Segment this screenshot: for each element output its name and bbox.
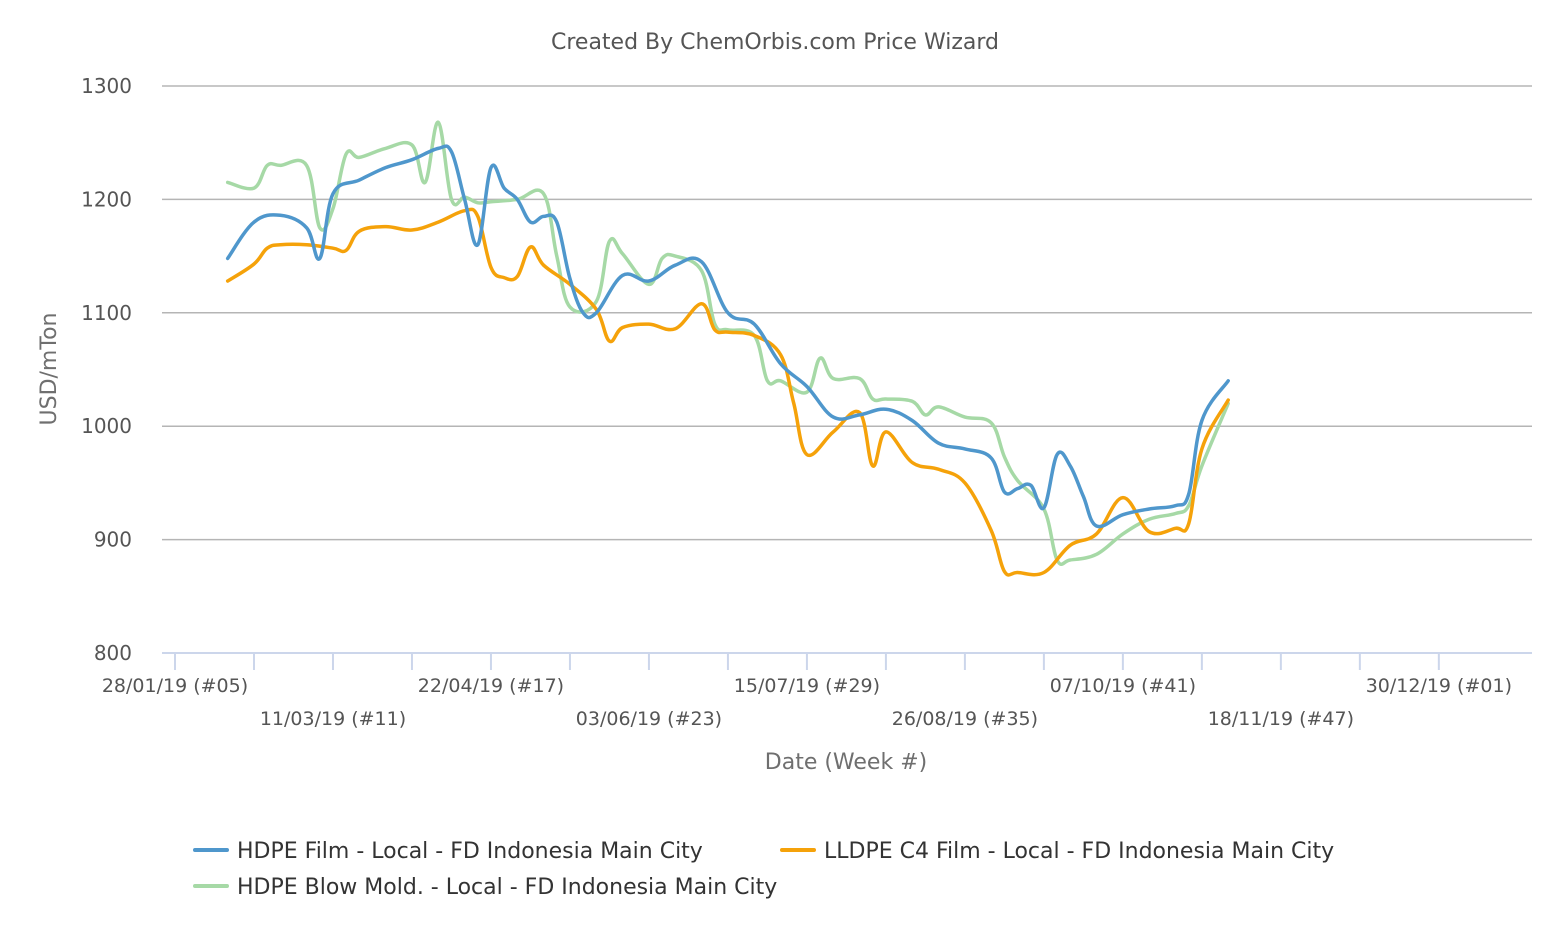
legend-item-label[interactable]: LLDPE C4 Film - Local - FD Indonesia Mai… [824, 839, 1334, 864]
y-tick-label: 900 [94, 528, 132, 552]
x-tick-label: 26/08/19 (#35) [892, 708, 1038, 730]
series-line-3 [225, 120, 1230, 567]
legend-item-label[interactable]: HDPE Blow Mold. - Local - FD Indonesia M… [237, 875, 777, 900]
x-axis-title: Date (Week #) [765, 750, 927, 775]
x-tick-labels: 28/01/19 (#05) 11/03/19 (#11) 22/04/19 (#1… [102, 675, 1512, 730]
y-tick-label: 1300 [81, 74, 132, 98]
y-tick-label: 1000 [81, 414, 132, 438]
x-tick-label: 18/11/19 (#47) [1208, 708, 1354, 730]
x-tick-label: 28/01/19 (#05) [102, 675, 248, 697]
x-tick-label: 22/04/19 (#17) [418, 675, 564, 697]
y-tick-label: 1100 [81, 301, 132, 325]
series-lines [225, 120, 1230, 577]
legend: HDPE Film - Local - FD Indonesia Main Ci… [193, 839, 1334, 900]
chart-title: Created By ChemOrbis.com Price Wizard [551, 30, 999, 55]
x-tick-marks [174, 653, 1440, 670]
series-line-2 [225, 207, 1230, 577]
grid-lines [162, 85, 1532, 541]
series-line-1 [225, 144, 1230, 529]
x-tick-label: 30/12/19 (#01) [1366, 675, 1512, 697]
x-tick-label: 11/03/19 (#11) [260, 708, 406, 730]
x-tick-label: 07/10/19 (#41) [1050, 675, 1196, 697]
y-tick-label: 1200 [81, 187, 132, 211]
x-tick-label: 15/07/19 (#29) [734, 675, 880, 697]
legend-item-label[interactable]: HDPE Film - Local - FD Indonesia Main Ci… [237, 839, 703, 864]
y-axis-title: USD/mTon [37, 313, 62, 426]
x-tick-label: 03/06/19 (#23) [576, 708, 722, 730]
y-tick-label: 800 [94, 641, 132, 665]
y-tick-labels: 800 900 1000 1100 1200 1300 [81, 74, 132, 665]
